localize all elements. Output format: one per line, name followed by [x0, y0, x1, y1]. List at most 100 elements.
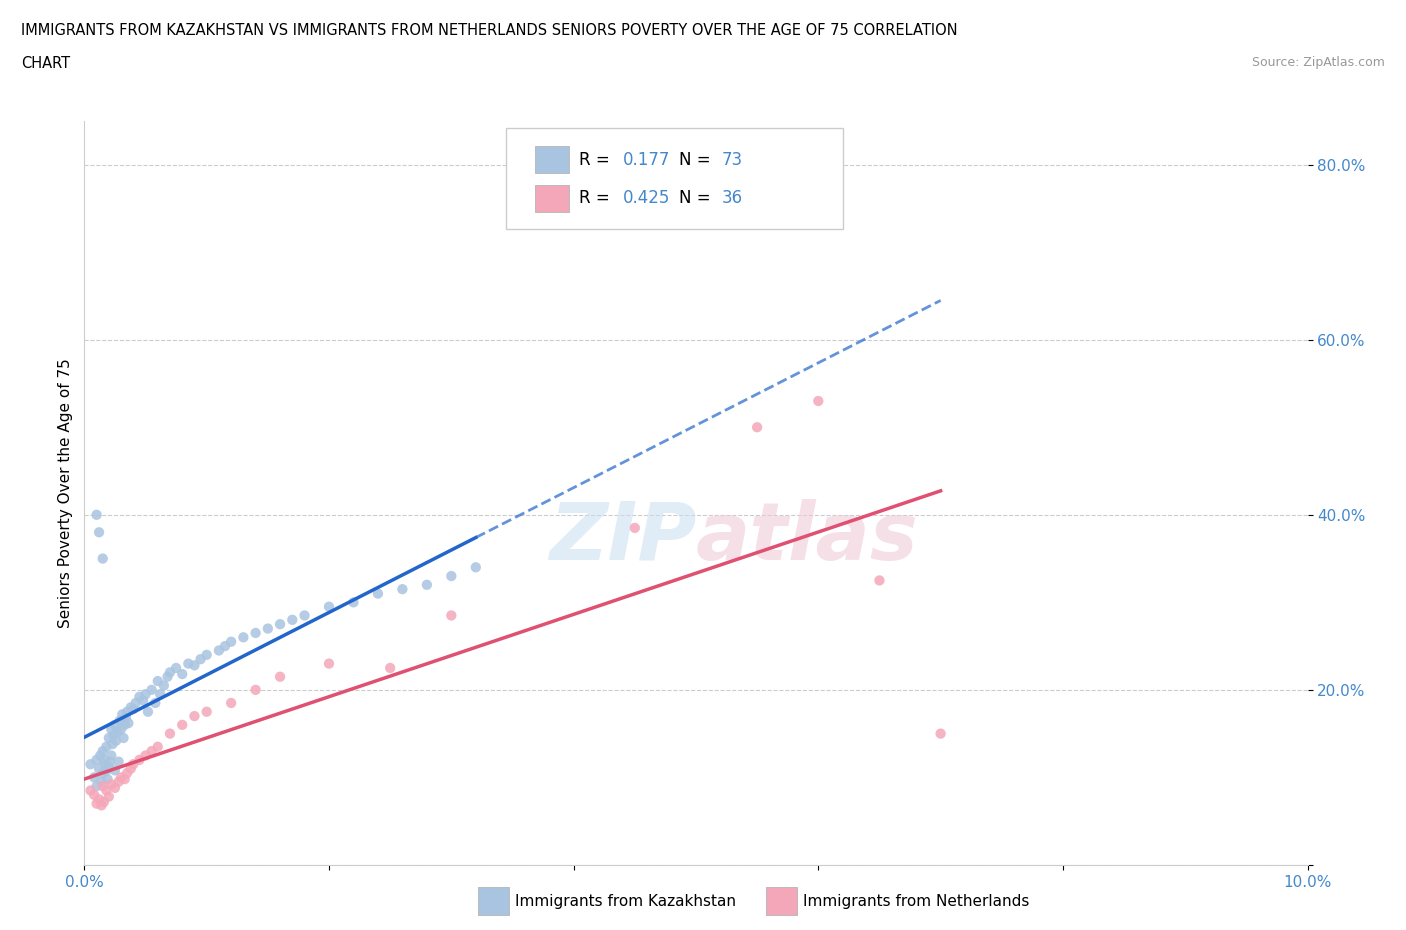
Point	[100, 777, 122, 791]
Point	[93, 752, 115, 767]
Point	[110, 770, 132, 785]
Point	[90, 775, 112, 790]
Point	[86, 778, 108, 793]
Text: Immigrants from Kazakhstan: Immigrants from Kazakhstan	[515, 894, 735, 909]
Point	[294, 608, 316, 623]
Point	[219, 634, 242, 649]
Point	[100, 722, 122, 737]
Point	[98, 754, 121, 769]
Point	[87, 761, 110, 776]
Point	[869, 573, 891, 588]
Point	[159, 665, 181, 680]
Point	[929, 726, 952, 741]
Point	[141, 744, 163, 759]
Point	[391, 582, 413, 597]
Point	[219, 696, 242, 711]
Point	[143, 696, 166, 711]
Point	[135, 748, 157, 763]
Point	[183, 709, 205, 724]
Point	[214, 639, 236, 654]
Point	[104, 763, 127, 777]
Point	[747, 419, 769, 434]
Point	[380, 660, 402, 675]
Point	[91, 551, 114, 566]
Point	[117, 716, 139, 731]
Point	[183, 658, 205, 672]
Point	[83, 770, 105, 785]
Point	[91, 765, 114, 780]
Point	[97, 790, 120, 804]
Point	[120, 700, 142, 715]
Point	[156, 670, 179, 684]
Point	[269, 617, 291, 631]
Text: atlas: atlas	[696, 498, 918, 577]
Text: IMMIGRANTS FROM KAZAKHSTAN VS IMMIGRANTS FROM NETHERLANDS SENIORS POVERTY OVER T: IMMIGRANTS FROM KAZAKHSTAN VS IMMIGRANTS…	[21, 23, 957, 38]
Point	[318, 657, 340, 671]
Point	[122, 701, 145, 716]
Point	[122, 757, 145, 772]
Point	[94, 757, 117, 772]
Point	[624, 521, 647, 536]
Point	[97, 731, 120, 746]
Y-axis label: Seniors Poverty Over the Age of 75: Seniors Poverty Over the Age of 75	[58, 358, 73, 628]
Point	[89, 748, 111, 763]
Text: 73: 73	[721, 151, 742, 168]
Point	[105, 724, 128, 739]
Point	[208, 643, 231, 658]
Point	[107, 775, 129, 790]
Point	[245, 683, 267, 698]
Point	[86, 796, 108, 811]
Point	[79, 757, 101, 772]
Point	[115, 711, 138, 725]
Point	[115, 765, 138, 780]
Point	[90, 798, 112, 813]
Point	[149, 686, 172, 701]
Point	[91, 778, 114, 793]
Point	[416, 578, 439, 592]
Point	[104, 717, 127, 732]
Point	[111, 707, 134, 722]
Point	[114, 772, 136, 787]
Point	[97, 772, 120, 787]
Point	[257, 621, 280, 636]
Point	[318, 599, 340, 614]
Point	[128, 752, 150, 767]
Point	[141, 683, 163, 698]
Point	[269, 670, 291, 684]
Point	[110, 722, 132, 737]
Point	[135, 686, 157, 701]
Point	[195, 647, 218, 662]
Point	[367, 586, 389, 601]
Point	[440, 608, 463, 623]
FancyBboxPatch shape	[506, 128, 842, 229]
Point	[807, 393, 830, 408]
Point	[153, 678, 176, 693]
Text: CHART: CHART	[21, 56, 70, 71]
Point	[128, 689, 150, 704]
Point	[146, 739, 169, 754]
Text: Immigrants from Netherlands: Immigrants from Netherlands	[803, 894, 1029, 909]
Point	[136, 704, 159, 719]
Point	[86, 752, 108, 767]
Point	[165, 660, 187, 675]
Point	[245, 626, 267, 641]
Point	[86, 508, 108, 523]
Point	[87, 525, 110, 539]
Point	[96, 783, 118, 798]
Point	[125, 696, 148, 711]
Point	[114, 717, 136, 732]
Text: R =: R =	[578, 190, 614, 207]
Point	[132, 693, 155, 708]
Point	[97, 760, 120, 775]
Point	[146, 673, 169, 688]
Point	[101, 737, 124, 751]
Point	[190, 652, 212, 667]
FancyBboxPatch shape	[534, 185, 569, 212]
Point	[100, 748, 122, 763]
Point	[281, 612, 304, 627]
Text: 0.425: 0.425	[623, 190, 669, 207]
Point	[177, 657, 200, 671]
Point	[195, 704, 218, 719]
Point	[115, 704, 138, 719]
Text: R =: R =	[578, 151, 614, 168]
